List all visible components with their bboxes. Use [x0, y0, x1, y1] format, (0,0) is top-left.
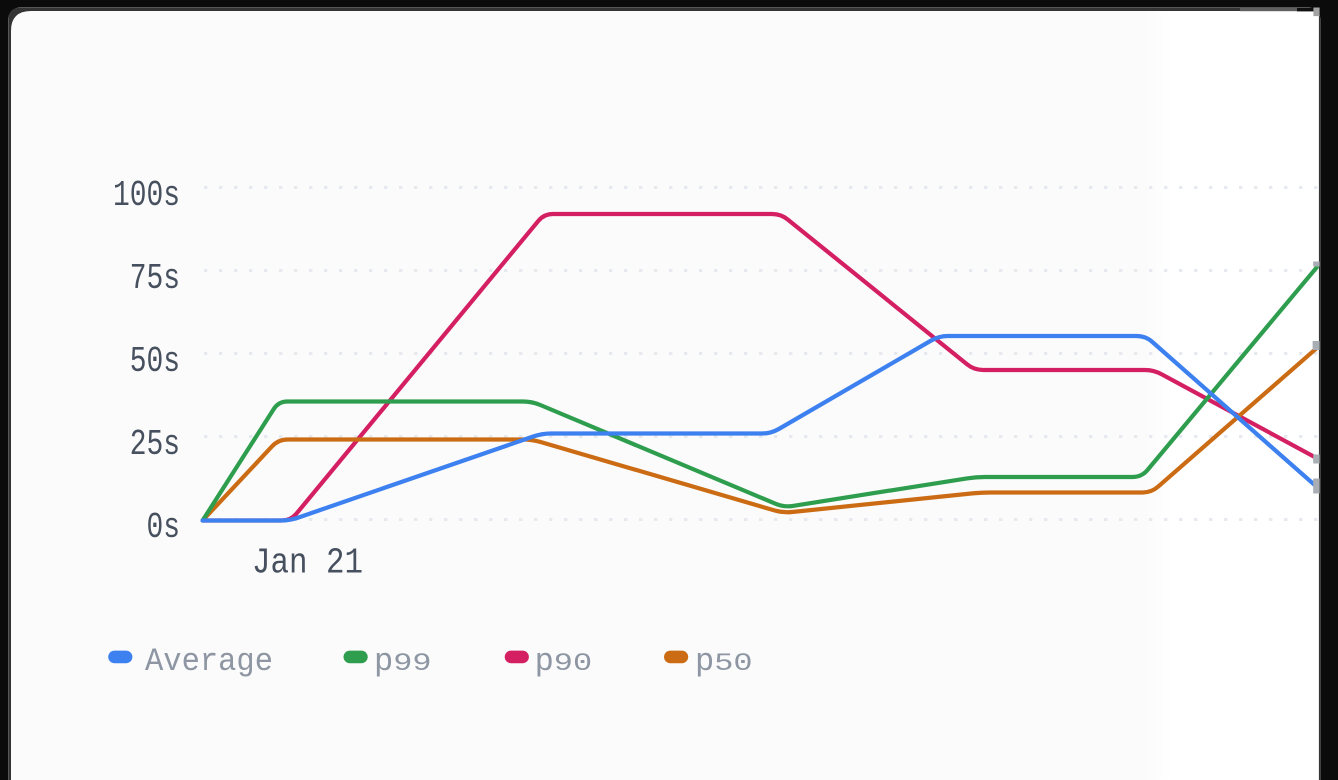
svg-text:p99: p99	[374, 643, 432, 680]
svg-text:75s: 75s	[130, 258, 180, 299]
svg-text:Jan 21: Jan 21	[252, 543, 363, 584]
svg-text:Average: Average	[145, 643, 273, 680]
svg-text:25s: 25s	[130, 424, 180, 465]
svg-text:p50: p50	[695, 643, 753, 680]
svg-text:p90: p90	[535, 643, 593, 680]
svg-text:100s: 100s	[113, 175, 180, 216]
svg-text:50s: 50s	[130, 341, 180, 382]
svg-text:0s: 0s	[147, 507, 181, 548]
